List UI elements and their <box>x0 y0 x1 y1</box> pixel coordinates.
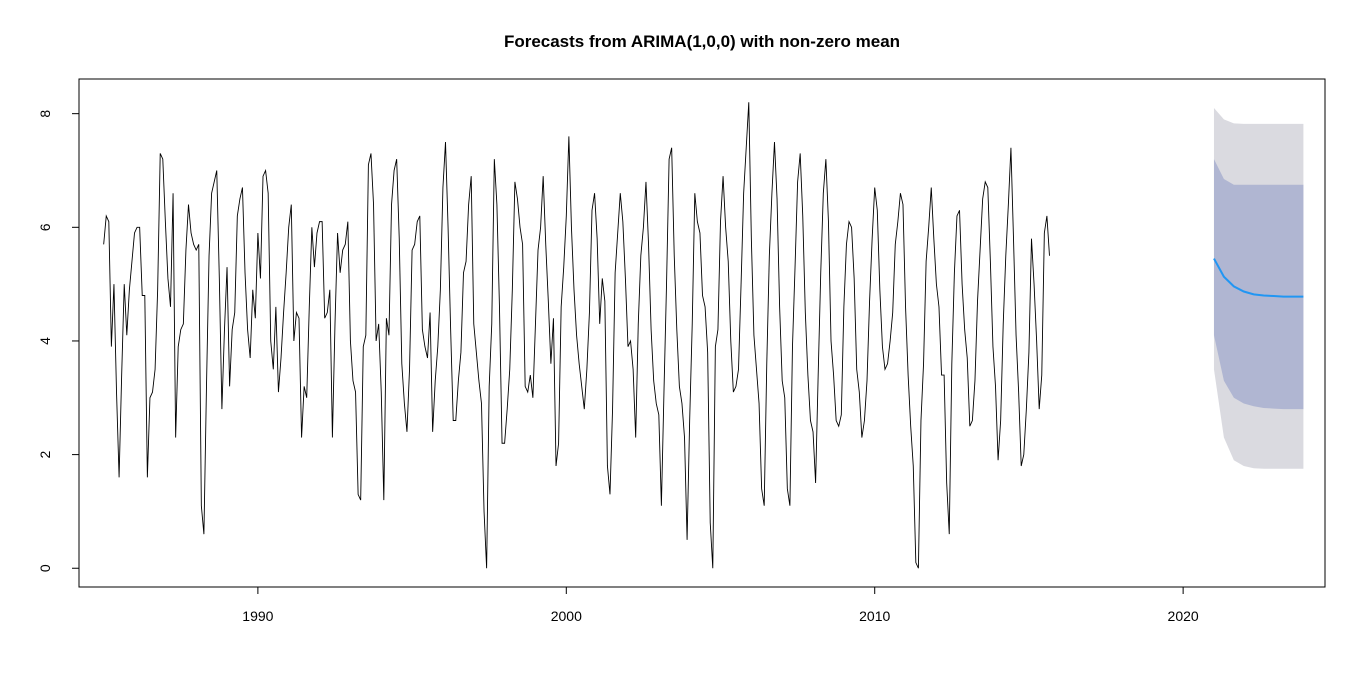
x-axis: 1990 2000 2010 2020 <box>242 587 1199 624</box>
band-80 <box>1213 159 1304 410</box>
y-tick-label-2: 2 <box>37 451 53 459</box>
series-layer <box>103 102 1304 569</box>
prediction-intervals <box>1213 107 1304 469</box>
chart-title: Forecasts from ARIMA(1,0,0) with non-zer… <box>504 32 900 51</box>
y-tick-label-8: 8 <box>37 110 53 118</box>
x-tick-label-1990: 1990 <box>242 608 273 624</box>
x-tick-label-2000: 2000 <box>551 608 582 624</box>
y-tick-label-0: 0 <box>37 564 53 572</box>
y-axis: 0 2 4 6 8 <box>37 110 79 572</box>
x-tick-label-2020: 2020 <box>1168 608 1199 624</box>
y-tick-label-6: 6 <box>37 223 53 231</box>
x-tick-label-2010: 2010 <box>859 608 890 624</box>
plot-frame <box>78 78 1326 588</box>
forecast-mean-line <box>1213 258 1304 298</box>
history-series-line <box>103 102 1050 569</box>
y-tick-label-4: 4 <box>37 337 53 345</box>
